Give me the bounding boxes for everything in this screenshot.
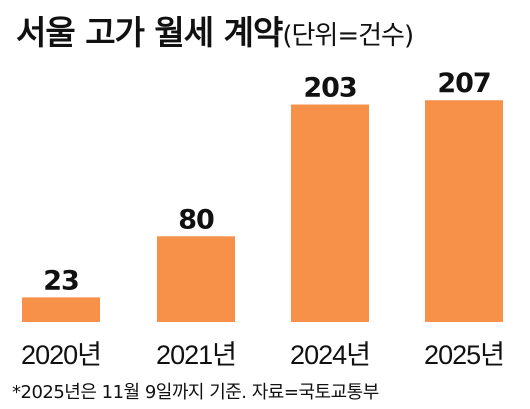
bar-2025년 <box>425 100 503 322</box>
chart-title: 서울 고가 월세 계약 <box>16 13 283 52</box>
data-label-2021년: 80 <box>178 204 214 235</box>
x-tick-label-2025년: 2025년 <box>424 340 504 370</box>
unit-label: (단위=건수) <box>282 21 414 51</box>
bar-2024년 <box>291 104 369 322</box>
x-tick-label-2024년: 2024년 <box>290 340 370 370</box>
bar-2020년 <box>22 297 100 322</box>
footnote: *2025년은 11월 9일까지 기준. 자료=국토교통부 <box>12 382 379 403</box>
data-label-2024년: 203 <box>303 73 356 104</box>
data-label-2025년: 207 <box>437 68 490 99</box>
data-label-2020년: 23 <box>43 265 79 296</box>
x-tick-label-2021년: 2021년 <box>156 340 236 370</box>
chart-title-row: 서울 고가 월세 계약(단위=건수) <box>16 6 414 54</box>
x-tick-label-2020년: 2020년 <box>21 340 101 370</box>
bar-2021년 <box>157 236 235 322</box>
